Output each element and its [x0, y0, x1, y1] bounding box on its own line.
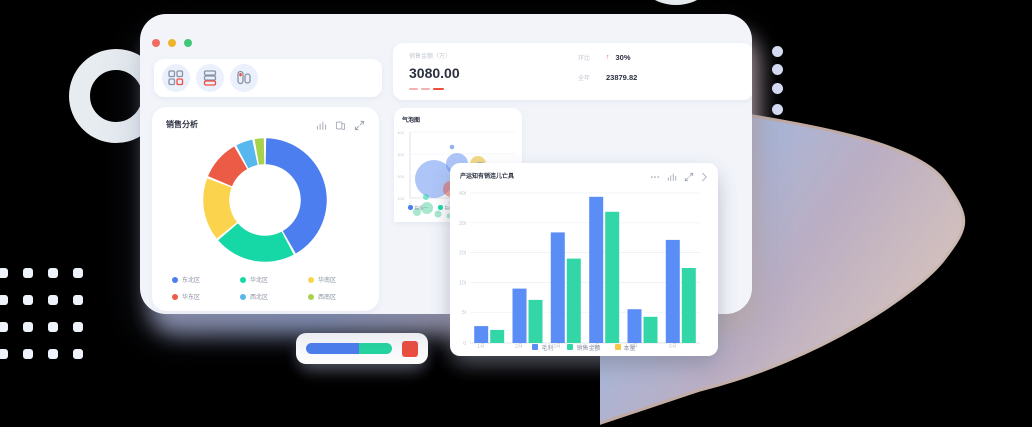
svg-text:5t: 5t	[462, 310, 467, 316]
svg-text:30t: 30t	[459, 221, 467, 227]
svg-text:200: 200	[397, 174, 404, 179]
svg-text:20t: 20t	[459, 251, 467, 257]
svg-text:100: 100	[397, 196, 404, 201]
svg-text:10t: 10t	[459, 280, 467, 286]
svg-text:300: 300	[397, 152, 404, 157]
svg-text:40t: 40t	[459, 191, 467, 197]
svg-text:400: 400	[397, 130, 404, 135]
